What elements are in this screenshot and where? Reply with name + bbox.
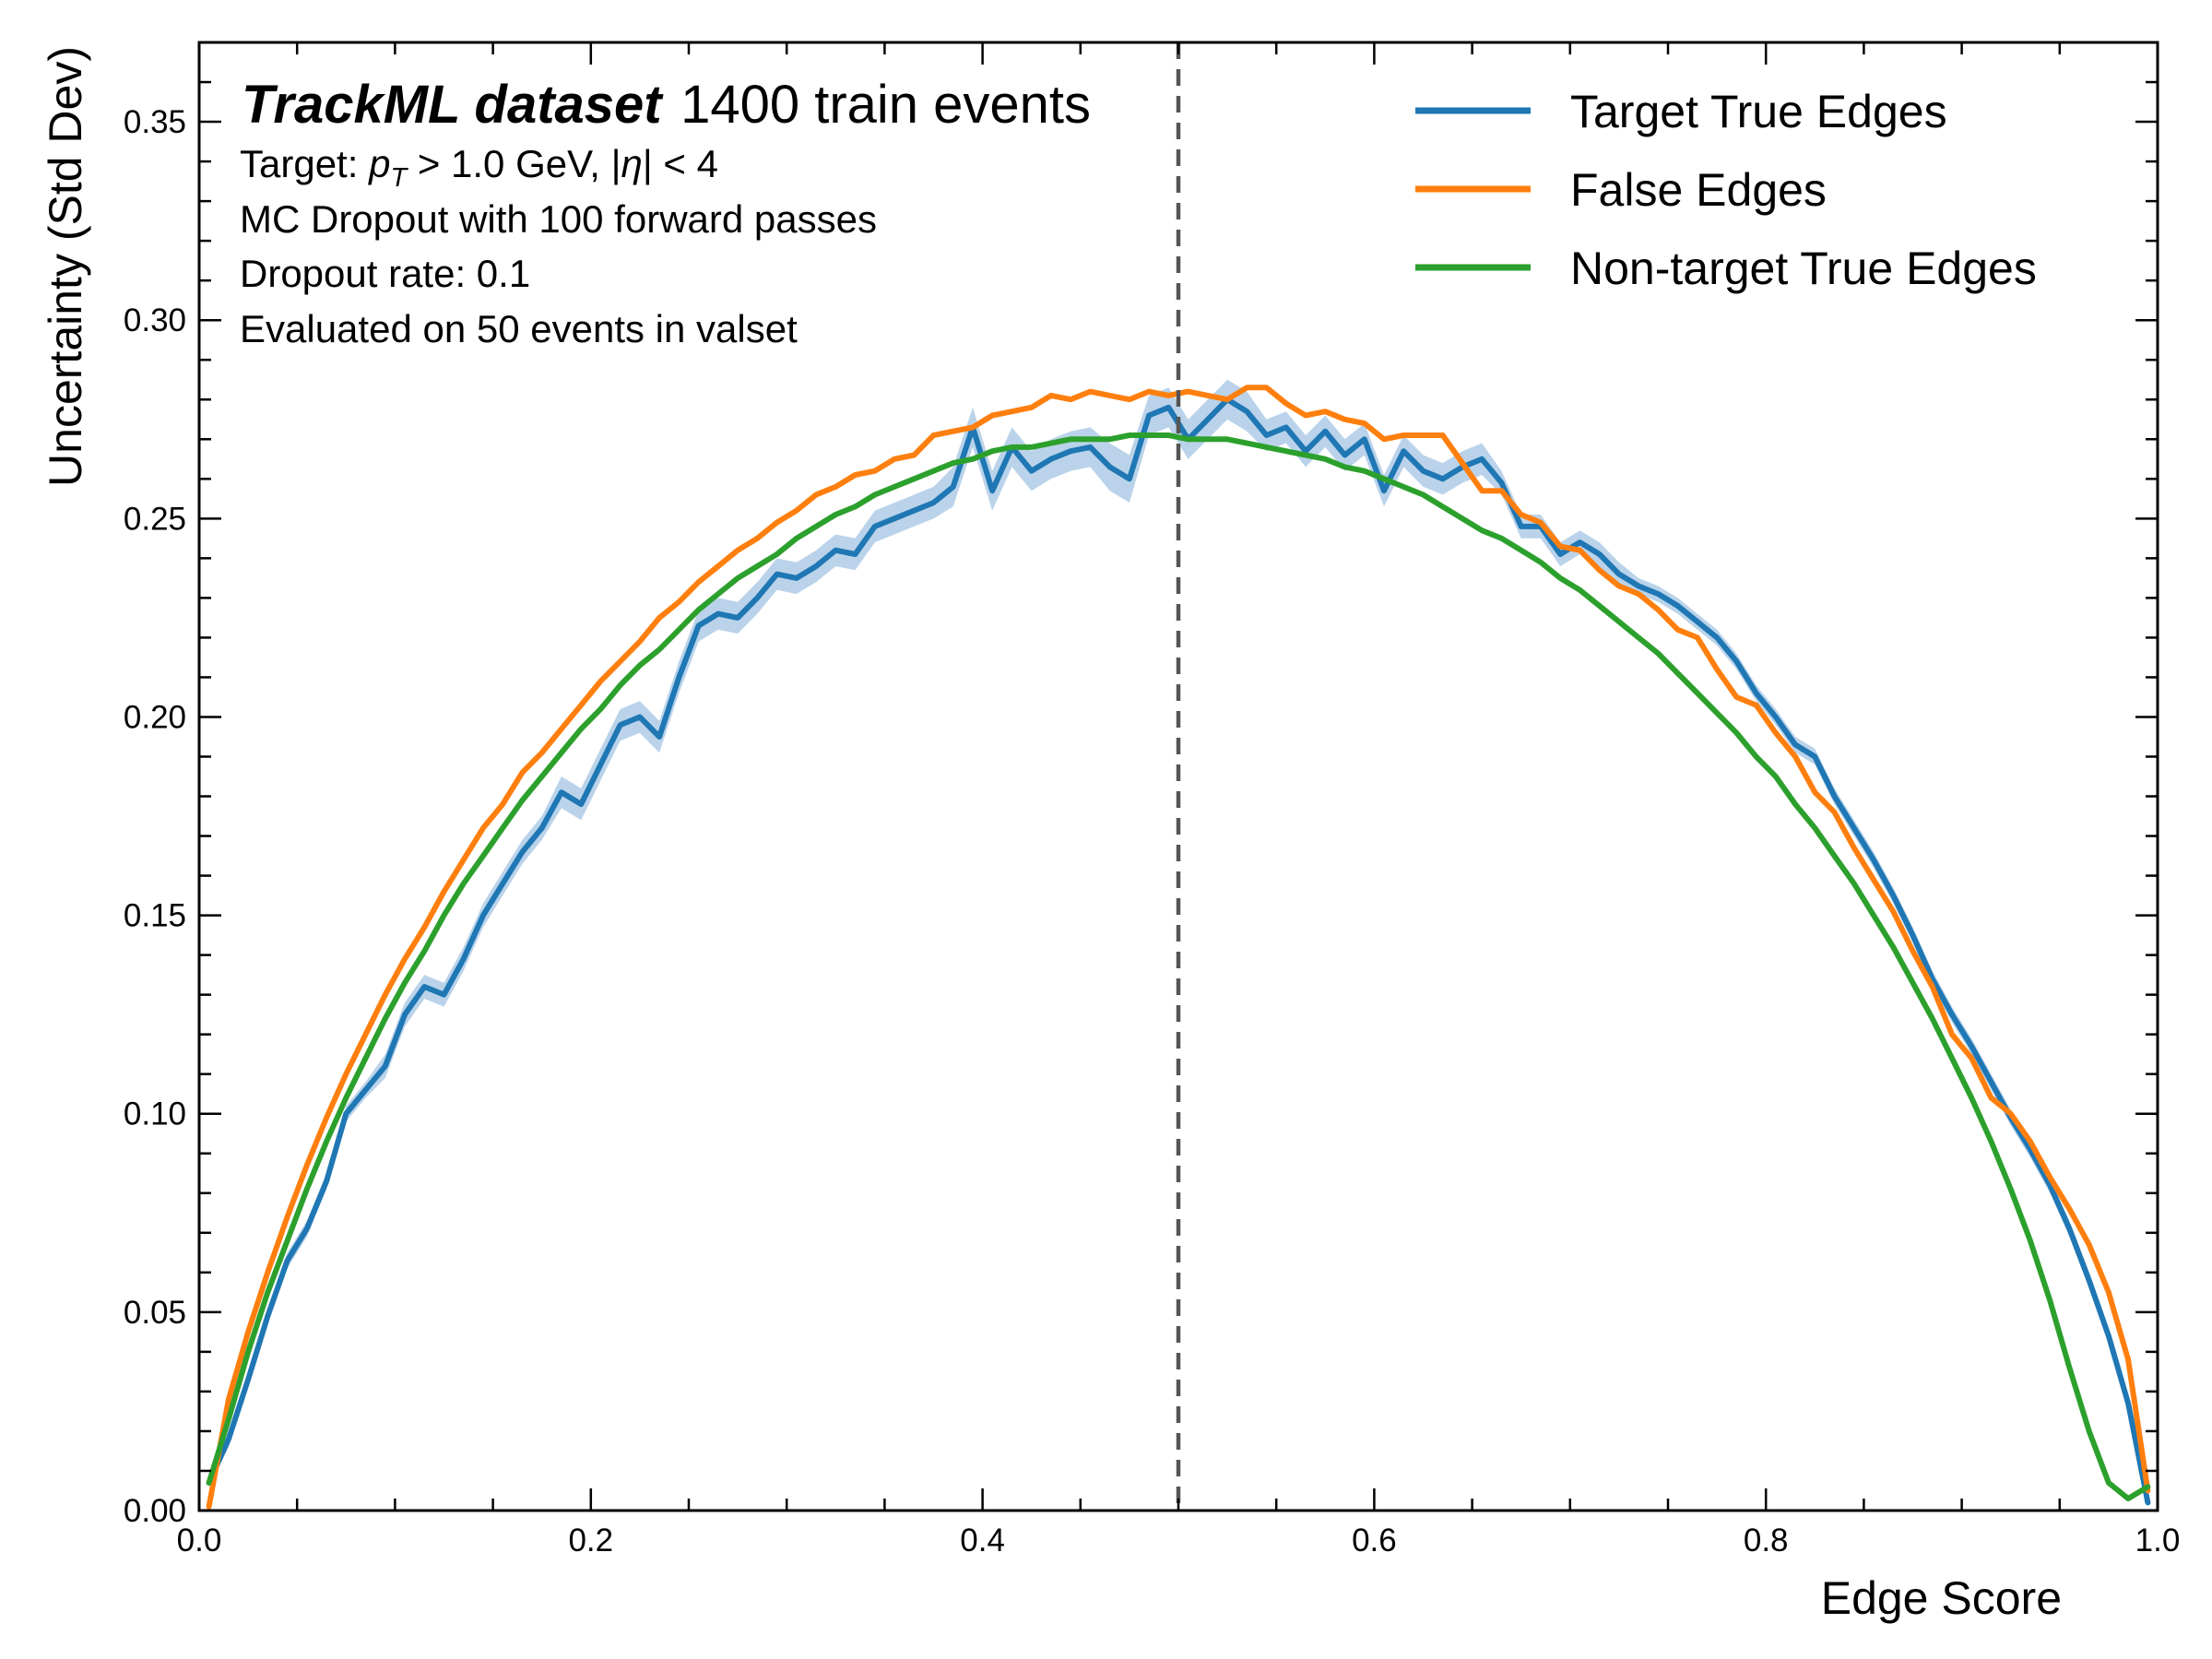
annotation-target: Target: pT > 1.0 GeV, |η| < 4	[240, 142, 718, 193]
y-tick-label: 0.15	[124, 898, 186, 934]
x-axis-label: Edge Score	[1821, 1572, 2062, 1624]
annotation-evaluated: Evaluated on 50 events in valset	[240, 307, 798, 350]
y-tick-label: 0.20	[124, 699, 186, 735]
y-tick-label: 0.30	[124, 302, 186, 338]
legend-label-non-target-true-edges: Non-target True Edges	[1570, 243, 2037, 294]
y-tick-label: 0.10	[124, 1096, 186, 1132]
y-tick-label: 0.35	[124, 104, 186, 140]
x-tick-label: 0.0	[177, 1523, 222, 1558]
y-tick-label: 0.25	[124, 501, 186, 537]
x-tick-label: 1.0	[2135, 1523, 2181, 1558]
plot-frame	[197, 41, 2159, 1512]
chart-title-bold: TrackML dataset	[242, 75, 664, 135]
chart-title-rest: 1400 train events	[680, 75, 1091, 135]
x-tick-label: 0.4	[960, 1523, 1005, 1558]
legend-label-false-edges: False Edges	[1570, 164, 1827, 216]
y-tick-label: 0.00	[124, 1493, 186, 1529]
series-line-non-target-true-edges	[206, 433, 2151, 1502]
legend: Target True Edges False Edges Non-target T…	[1415, 86, 2037, 294]
x-tick-label: 0.6	[1352, 1523, 1397, 1558]
x-tick-label: 0.2	[568, 1523, 613, 1558]
annotation-mc-dropout: MC Dropout with 100 forward passes	[240, 197, 877, 241]
legend-label-target-true-edges: Target True Edges	[1570, 86, 1947, 137]
y-axis-label: Uncertainty (Std Dev)	[40, 46, 91, 487]
x-tick-label: 0.8	[1744, 1523, 1789, 1558]
ticks-layer: 0.0 0.2 0.4 0.6 0.8 1.0 0.00 0.05 0.10 0.15 0.20 0.…	[124, 41, 2181, 1558]
annotation-dropout-rate: Dropout rate: 0.1	[240, 252, 530, 295]
chart-title: TrackML dataset 1400 train events	[242, 75, 1091, 135]
y-tick-label: 0.05	[124, 1295, 186, 1331]
